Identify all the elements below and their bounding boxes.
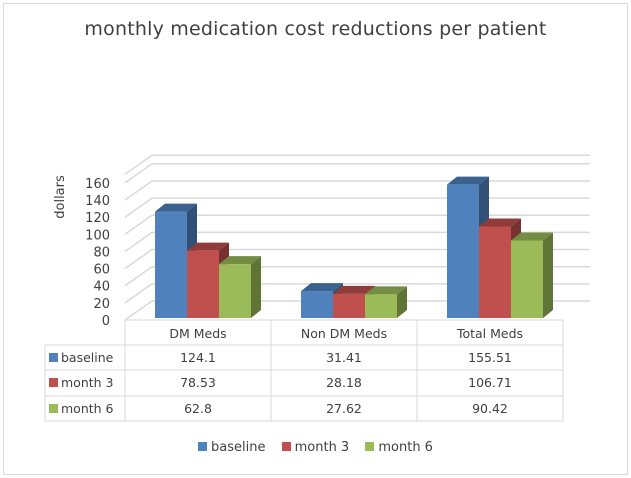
bar-baseline-total-meds — [447, 184, 479, 318]
table-header: DM Meds — [169, 326, 226, 341]
table-header: Non DM Meds — [301, 326, 387, 341]
bar-top — [447, 176, 489, 185]
y-tick-label: 80 — [93, 245, 110, 260]
bar-month-6-total-meds — [511, 240, 543, 318]
gridline-side — [124, 197, 153, 218]
gridline-side — [124, 283, 153, 304]
y-tick-label: 40 — [93, 280, 110, 295]
gridline-side — [124, 231, 153, 253]
bar-top — [511, 232, 553, 241]
bar-month-3-non-dm-meds — [333, 293, 365, 318]
table-cell: 31.41 — [326, 350, 362, 365]
table-row-label: month 3 — [61, 375, 114, 390]
legend-item-month-3: month 3 — [281, 440, 350, 455]
table-cell: 106.71 — [468, 375, 512, 390]
table-cell: 124.1 — [180, 350, 216, 365]
table-row-swatch — [49, 353, 58, 362]
y-tick-label: 100 — [85, 228, 110, 243]
legend-item-baseline: baseline — [198, 440, 265, 455]
gridline-side — [124, 300, 153, 321]
bar-top — [333, 285, 375, 294]
gridline-side — [124, 180, 153, 201]
table-cell: 90.42 — [472, 401, 508, 416]
data-table: DM Meds Non DM Meds Total Meds baseline 124.… — [44, 319, 564, 422]
table-row-swatch — [49, 404, 58, 413]
bar-top — [301, 283, 343, 292]
bar-month-3-dm-meds — [187, 250, 219, 318]
table-cell: 155.51 — [468, 350, 512, 365]
y-tick-label: 20 — [93, 297, 110, 312]
table-row-label: month 6 — [61, 401, 114, 416]
bar-month-6-non-dm-meds — [365, 294, 397, 318]
y-tick-label: 0 — [102, 314, 110, 329]
table-cell: 62.8 — [184, 401, 212, 416]
y-tick-label: 60 — [93, 263, 110, 278]
bar-top — [365, 286, 407, 295]
legend-swatch-month-6 — [365, 442, 375, 451]
bar-top — [219, 256, 261, 265]
bar-baseline-non-dm-meds — [301, 291, 333, 318]
table-header: Total Meds — [456, 326, 523, 341]
bar-side — [543, 232, 553, 318]
table-row-swatch — [49, 378, 58, 387]
table-row-label: baseline — [61, 350, 114, 365]
table-cell: 78.53 — [180, 375, 216, 390]
bar-month-6-dm-meds — [219, 264, 251, 318]
bar-baseline-dm-meds — [155, 211, 187, 318]
legend-label: month 3 — [294, 440, 350, 455]
legend-item-month-6: month 6 — [365, 440, 433, 455]
legend-swatch-baseline — [198, 442, 208, 451]
chart-title: monthly medication cost reductions per p… — [84, 18, 547, 40]
y-tick-label: 140 — [85, 194, 110, 209]
legend-swatch-month-3 — [281, 442, 291, 451]
bar-top — [479, 218, 521, 227]
gridline-side — [124, 248, 153, 270]
table-cell: 27.62 — [326, 401, 362, 416]
table-cell: 28.18 — [326, 375, 362, 390]
bar-top — [155, 203, 197, 212]
legend-label: month 6 — [378, 440, 433, 455]
gridline-side — [124, 266, 153, 287]
bar-side — [251, 256, 261, 318]
y-tick-label: 160 — [85, 177, 110, 192]
bars — [155, 176, 553, 318]
bar-month-3-total-meds — [479, 226, 511, 318]
bar-side — [397, 286, 407, 318]
bar-top — [187, 242, 229, 251]
gridline-side — [124, 163, 153, 184]
gridline-side — [124, 154, 153, 175]
legend-label: baseline — [211, 440, 266, 455]
y-axis-ticks: 0 20 40 60 80 100 120 140 160 — [85, 177, 110, 329]
gridline-side — [124, 214, 153, 235]
y-axis-label: dollars — [53, 175, 68, 219]
legend: baseline month 3 month 6 — [0, 440, 631, 455]
y-tick-label: 120 — [85, 211, 110, 226]
